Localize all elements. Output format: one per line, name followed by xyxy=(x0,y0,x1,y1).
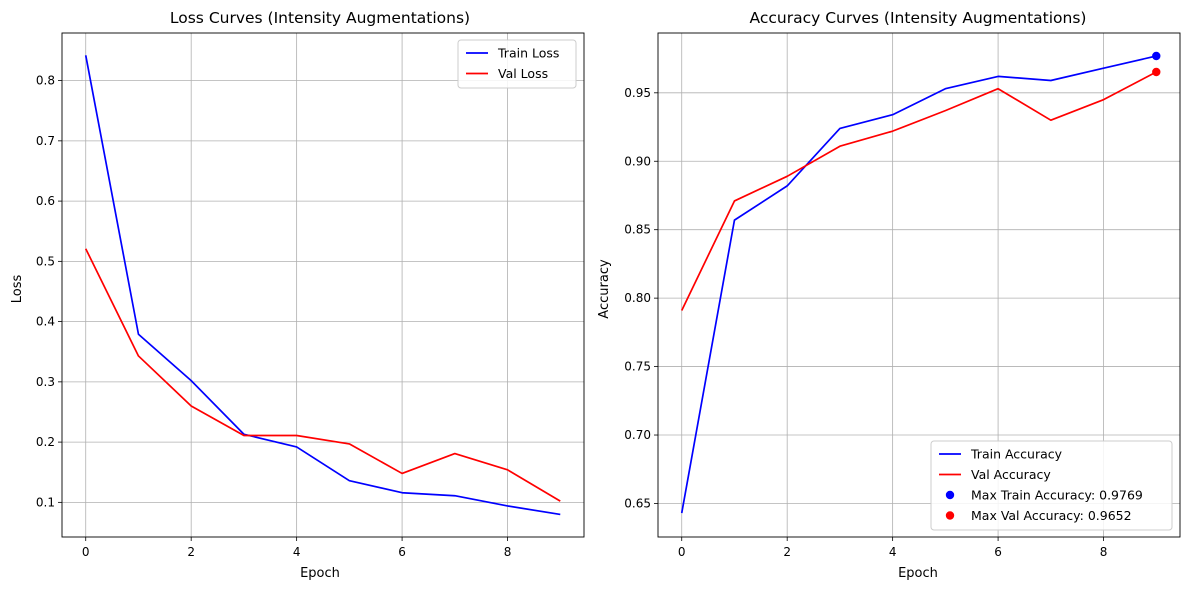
x-tick-label: 2 xyxy=(187,545,195,559)
loss-chart-title: Loss Curves (Intensity Augmentations) xyxy=(170,9,470,27)
legend-label: Max Train Accuracy: 0.9769 xyxy=(971,488,1143,503)
loss-series-line-val xyxy=(84,248,561,502)
y-tick-label: 0.85 xyxy=(624,223,651,237)
accuracy-series-line-val xyxy=(680,71,1157,311)
y-tick-label: 0.7 xyxy=(36,134,55,148)
accuracy-chart: Accuracy Curves (Intensity Augmentations… xyxy=(597,9,1181,581)
accuracy-chart-xlabel: Epoch xyxy=(898,566,938,581)
x-tick-label: 0 xyxy=(678,545,686,559)
legend-marker-swatch xyxy=(945,511,955,520)
legend-label: Train Loss xyxy=(497,46,559,61)
x-tick-label: 0 xyxy=(82,545,90,559)
legend-label: Train Accuracy xyxy=(970,447,1063,462)
y-tick-label: 0.3 xyxy=(36,375,55,389)
y-tick-label: 0.70 xyxy=(624,428,651,442)
legend-label: Max Val Accuracy: 0.9652 xyxy=(971,508,1132,523)
legend-box xyxy=(930,440,1173,531)
y-tick-label: 0.5 xyxy=(36,254,55,268)
legend-label: Val Accuracy xyxy=(971,467,1051,482)
loss-ticks: 0 2 4 6 8 0.1 0.2 0.3 0.4 0.5 0.6 0.7 0.8 xyxy=(36,74,511,559)
x-tick-label: 8 xyxy=(504,545,512,559)
y-tick-label: 0.75 xyxy=(624,360,651,374)
x-tick-label: 6 xyxy=(994,545,1002,559)
accuracy-chart-title: Accuracy Curves (Intensity Augmentations… xyxy=(750,9,1087,27)
accuracy-axes-frame xyxy=(657,32,1181,538)
y-tick-label: 0.2 xyxy=(36,435,55,449)
y-tick-label: 0.8 xyxy=(36,74,55,88)
x-tick-label: 6 xyxy=(398,545,406,559)
y-tick-label: 0.95 xyxy=(624,86,651,100)
x-tick-label: 8 xyxy=(1100,545,1108,559)
y-tick-label: 0.4 xyxy=(36,315,55,329)
accuracy-grid xyxy=(658,33,1180,537)
x-tick-label: 4 xyxy=(293,545,301,559)
loss-chart: Loss Curves (Intensity Augmentations) Ep… xyxy=(10,9,585,581)
legend-label: Val Loss xyxy=(498,66,548,81)
accuracy-series-line-train xyxy=(680,55,1157,514)
loss-chart-xlabel: Epoch xyxy=(300,566,340,581)
y-tick-label: 0.65 xyxy=(624,496,651,510)
x-tick-label: 4 xyxy=(889,545,897,559)
loss-legend: Train Loss Val Loss xyxy=(457,39,577,89)
max-train-accuracy-marker xyxy=(1152,51,1161,61)
accuracy-legend: Train Accuracy Val Accuracy Max Train Accu… xyxy=(930,440,1173,531)
loss-grid xyxy=(62,33,584,537)
loss-axes-frame xyxy=(61,32,585,538)
y-tick-label: 0.6 xyxy=(36,194,55,208)
loss-chart-ylabel: Loss xyxy=(10,275,25,304)
accuracy-ticks: 0 2 4 6 8 0.65 0.70 0.75 0.80 0.85 0.90 0.95 xyxy=(624,86,1107,559)
y-tick-label: 0.1 xyxy=(36,495,55,509)
legend-marker-swatch xyxy=(945,490,955,500)
y-tick-label: 0.80 xyxy=(624,291,651,305)
legend-box xyxy=(457,39,577,89)
accuracy-chart-ylabel: Accuracy xyxy=(597,259,612,319)
loss-series-line-train xyxy=(84,55,561,516)
x-tick-label: 2 xyxy=(783,545,791,559)
max-val-accuracy-marker xyxy=(1152,67,1161,77)
y-tick-label: 0.90 xyxy=(624,154,651,168)
